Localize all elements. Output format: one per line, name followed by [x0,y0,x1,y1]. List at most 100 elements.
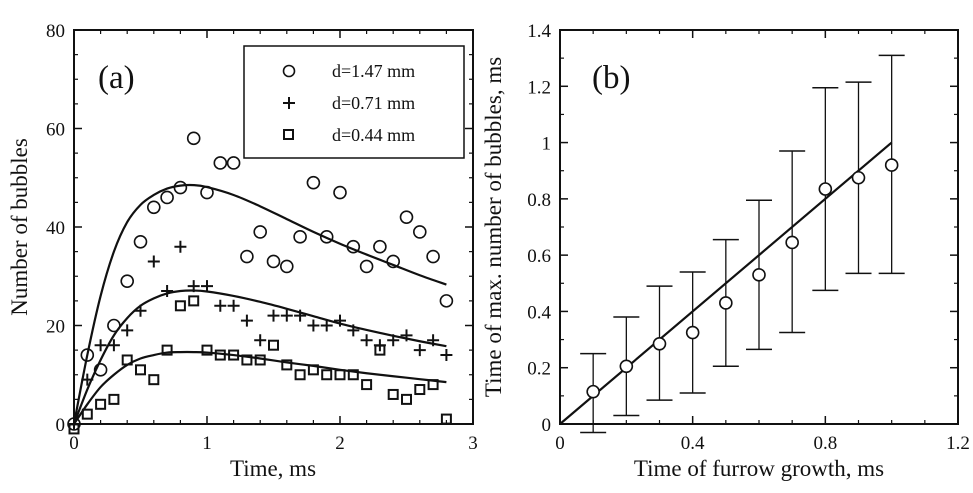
point-circle [266,254,281,269]
point-square [214,349,226,361]
point-square [135,364,146,376]
point-circle-b [619,359,634,374]
point-plus [147,255,160,268]
y-tick-label-a: 20 [46,317,65,338]
point-square [241,354,253,366]
point-plus [254,334,267,347]
y-tick-label-a: 40 [46,218,65,239]
y-tick-label-b: 0 [542,415,552,436]
point-plus [187,280,200,293]
point-circle [253,225,268,239]
y-tick-label-b: 0.6 [527,246,551,267]
y-tick-label-b: 0.2 [527,359,551,380]
point-circle [359,259,374,274]
point-square [81,408,93,420]
legend-a: d=1.47 mm d=0.71 mm d=0.44 mm [243,45,465,159]
point-circle [346,239,361,254]
y-tick-label-b: 1.2 [527,77,551,98]
point-square [161,344,173,356]
point-square [307,364,319,376]
point-square [414,384,426,396]
fit-curve-series-1 [72,183,447,425]
data-points-a [67,131,454,435]
y-tick-label-b: 0.4 [527,302,551,323]
point-circle [147,200,161,215]
point-circle-b [818,182,833,196]
point-circle [120,274,134,288]
point-circle [200,185,214,200]
point-square [108,393,120,405]
x-tick-label-a: 3 [468,433,478,454]
y-tick-label-a: 60 [46,120,65,141]
point-plus [227,299,240,312]
axis-ticks-b: 0 0.4 0.8 1.2 0 0.2 0.4 0.6 0.8 1 1.2 1.4 [527,21,970,454]
legend-label-3: d=0.44 mm [332,125,415,145]
panel-label-b: (b) [592,60,630,96]
point-plus [334,314,346,327]
point-circle [439,294,454,308]
point-circle [319,230,334,244]
x-tick-label-a: 0 [69,433,79,454]
point-square [361,379,373,391]
x-axis-label-b: Time of furrow growth, ms [634,456,884,481]
point-plus [240,314,253,327]
y-tick-label-b: 1 [542,134,552,155]
point-plus [360,334,373,347]
point-square [401,393,412,405]
point-square [281,359,293,371]
y-axis-label-b: Time of max. number of bubbles, ms [481,57,506,397]
point-square [321,369,333,381]
point-circle [279,259,294,274]
point-circle-b [685,325,700,340]
point-square [228,349,240,361]
point-square [188,295,200,307]
point-circle-b [719,296,733,310]
panel-a: 0 1 2 3 0 20 40 60 80 (a) Time, ms Number of bub… [7,21,478,481]
legend-label-1: d=1.47 mm [332,61,415,81]
x-axis-label-a: Time, ms [230,456,316,481]
point-plus [134,304,147,317]
point-circle-b [851,170,866,185]
point-plus [201,280,213,293]
point-circle [333,185,347,200]
point-square [174,300,186,312]
point-plus [161,285,174,298]
point-plus [427,334,440,347]
point-circle [399,210,414,224]
fit-curve-series-2 [72,289,447,425]
point-circle [93,363,108,377]
point-plus [174,240,187,253]
point-square [347,369,359,381]
panel-label-a: (a) [98,60,135,96]
legend-label-2: d=0.71 mm [332,93,415,113]
y-tick-label-b: 0.8 [527,190,551,211]
point-circle [240,249,254,264]
point-circle [412,225,427,239]
y-tick-label-b: 1.4 [527,21,551,42]
point-square [95,398,107,410]
point-circle [173,180,188,195]
point-square [294,369,306,381]
data-points-b [580,54,905,434]
point-plus [307,319,320,332]
point-square [374,344,386,356]
point-square [148,374,160,386]
point-plus [214,299,227,312]
x-tick-label-b: 0.8 [813,433,837,454]
point-circle-b [752,268,766,282]
point-square [268,339,279,351]
point-circle-b [785,235,799,250]
x-tick-label-a: 1 [202,433,212,454]
y-tick-label-a: 0 [56,415,66,436]
point-square [254,354,266,366]
x-tick-label-b: 0.4 [681,433,705,454]
legend-box [243,45,465,159]
point-circle-b [884,158,899,172]
point-plus [320,319,333,332]
fit-curves-a [72,183,447,425]
point-plus [440,349,453,362]
y-tick-label-a: 80 [46,21,65,42]
point-plus [121,324,134,337]
x-tick-label-a: 2 [335,433,345,454]
